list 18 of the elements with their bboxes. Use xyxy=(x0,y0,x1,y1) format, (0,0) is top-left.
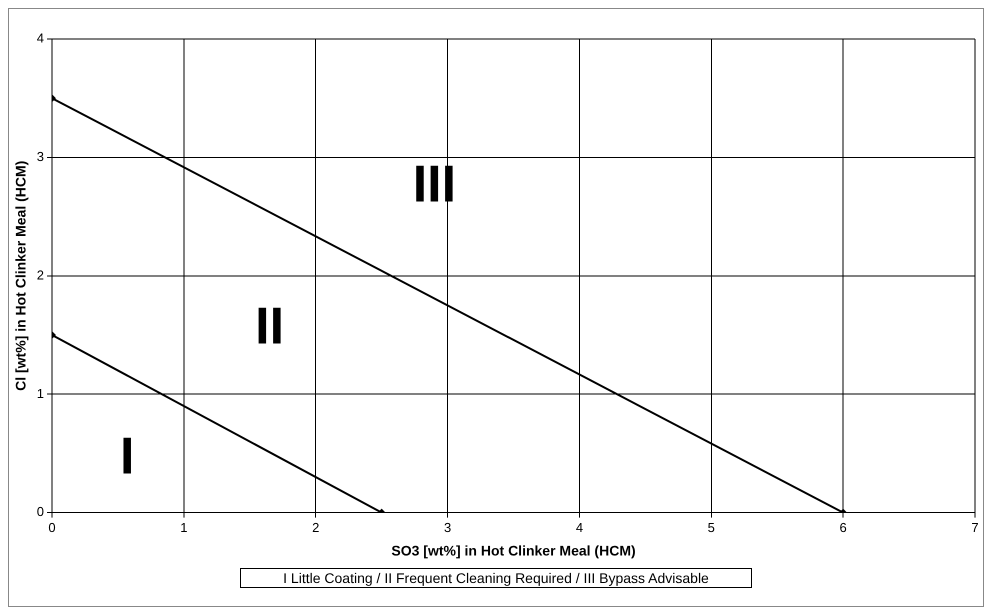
annotation: II xyxy=(255,297,284,356)
text: I Little Coating / II Frequent Cleaning Required / III Bypass Advisable xyxy=(240,568,752,588)
x-tick-label: 6 xyxy=(840,520,847,535)
annotation: I xyxy=(120,428,134,486)
x-tick-label: 0 xyxy=(48,520,56,535)
y-tick-label: 2 xyxy=(36,267,44,282)
x-tick-label: 4 xyxy=(576,520,584,535)
x-tick-label: 1 xyxy=(180,520,188,535)
x-tick-label: 3 xyxy=(444,520,452,535)
y-tick-label: 1 xyxy=(36,386,44,401)
y-tick-label: 4 xyxy=(36,30,44,46)
x-tick-label: 7 xyxy=(971,520,979,535)
y-tick-label: 0 xyxy=(36,504,44,520)
x-tick-label: 2 xyxy=(312,520,320,535)
x-axis-title: SO3 [wt%] in Hot Clinker Meal (HCM) xyxy=(391,542,636,558)
y-axis-title: Cl [wt%] in Hot Clinker Meal (HCM) xyxy=(12,160,28,391)
x-tick-label: 5 xyxy=(708,520,715,535)
y-tick-label: 3 xyxy=(36,148,44,164)
